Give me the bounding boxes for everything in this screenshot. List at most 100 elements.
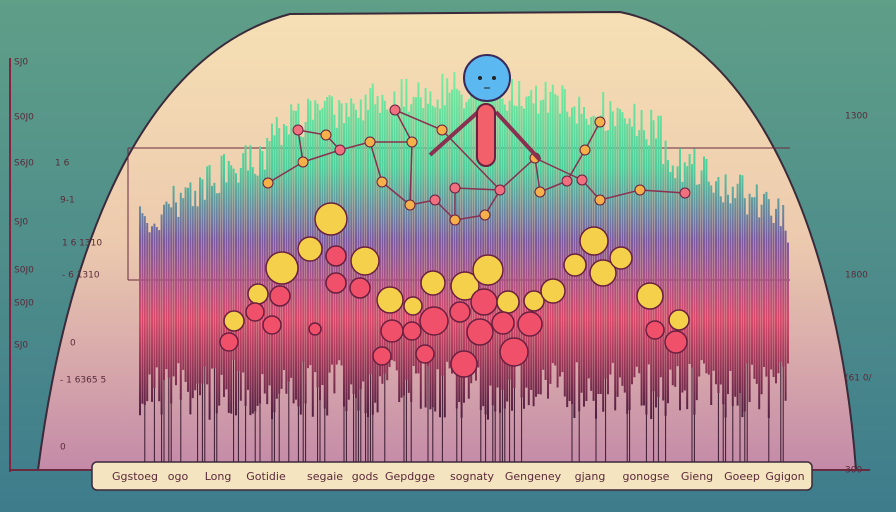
figure-eye — [478, 76, 482, 80]
link — [639, 189, 686, 194]
bottom-label: Gengeney — [505, 470, 562, 483]
link — [381, 181, 411, 206]
figure-eye — [492, 76, 496, 80]
bubble — [645, 320, 665, 340]
bottom-label: Ggigon — [765, 470, 804, 483]
node — [579, 144, 591, 156]
bubble — [380, 319, 404, 343]
link — [302, 149, 341, 163]
node — [436, 124, 448, 136]
bubble — [491, 311, 515, 335]
bubble — [403, 296, 423, 316]
node-network — [262, 104, 691, 226]
bubble — [376, 286, 404, 314]
inner-label: 1 6 — [55, 159, 70, 169]
right-label: 300 — [845, 466, 862, 476]
node — [494, 184, 506, 196]
bubble — [420, 270, 446, 296]
left-label: S6J0 — [14, 159, 34, 169]
bubble — [349, 277, 371, 299]
bottom-label: Ggstoeg — [112, 470, 158, 483]
bubble — [472, 254, 504, 286]
bubble — [269, 285, 291, 307]
node — [320, 129, 332, 141]
bubble — [308, 322, 322, 336]
bubble — [609, 246, 633, 270]
bubble — [247, 283, 269, 305]
node — [479, 209, 491, 221]
bottom-label: gjang — [575, 470, 606, 483]
bubble — [563, 253, 587, 277]
bubble — [579, 226, 609, 256]
bubble — [470, 288, 498, 316]
bubble — [540, 278, 566, 304]
link — [409, 141, 413, 206]
bubble — [402, 321, 422, 341]
link — [534, 157, 583, 181]
bubble — [450, 271, 480, 301]
link — [394, 109, 443, 131]
bottom-label: gods — [352, 470, 379, 483]
bubble — [265, 251, 299, 285]
bubble — [350, 246, 380, 276]
bubble — [450, 350, 478, 378]
bubble — [496, 290, 520, 314]
left-label: SJ0 — [14, 58, 28, 68]
bubble — [325, 245, 347, 267]
bubble — [523, 290, 545, 312]
node — [634, 184, 646, 196]
bubble — [517, 311, 543, 337]
link — [534, 157, 541, 193]
inner-label: - 1 6365 5 — [60, 376, 106, 386]
bottom-label: Gieng — [681, 470, 713, 483]
node — [449, 182, 461, 194]
labels: SJ0 S0J0 S6J0 SJ0 S0J0 S0J0 SJ0 1 6 9-1 1 6 1310 -… — [14, 58, 873, 484]
link — [499, 157, 536, 191]
bubbles — [219, 202, 690, 378]
figure — [428, 54, 542, 167]
figure-head — [463, 54, 511, 102]
node — [679, 187, 691, 199]
inner-label: 0 — [60, 443, 66, 453]
node — [406, 136, 418, 148]
bubble — [325, 272, 347, 294]
bubble — [415, 344, 435, 364]
bubble — [314, 202, 348, 236]
left-label: SJ0 — [14, 218, 28, 228]
left-label: S0J0 — [14, 299, 34, 309]
link — [566, 149, 586, 182]
inner-label: 9-1 — [60, 196, 75, 206]
bubble — [372, 346, 392, 366]
bubble — [664, 330, 688, 354]
bubble — [245, 302, 265, 322]
node — [429, 194, 441, 206]
bubble — [223, 310, 245, 332]
link — [599, 189, 641, 201]
node — [297, 156, 309, 168]
right-label: 1300 — [845, 112, 868, 122]
node — [449, 214, 461, 226]
node — [576, 174, 588, 186]
bubble — [449, 301, 471, 323]
inner-label: 1 6 1310 — [62, 239, 102, 249]
bubble — [262, 315, 282, 335]
left-label: S0J0 — [14, 266, 34, 276]
bottom-label: Goeep — [724, 470, 760, 483]
left-label: SJ0 — [14, 341, 28, 351]
node — [376, 176, 388, 188]
bottom-label: Gepdgge — [385, 470, 435, 483]
bottom-label: segaie — [307, 470, 343, 483]
right-label: 1800 — [845, 271, 868, 281]
node — [389, 104, 401, 116]
bubble — [589, 259, 617, 287]
link — [394, 109, 413, 143]
node — [364, 136, 376, 148]
bubble — [219, 332, 239, 352]
bottom-label: gonogse — [623, 470, 670, 483]
label-bar — [91, 461, 813, 491]
bottom-label: Long — [205, 470, 232, 483]
figure-arm — [494, 110, 542, 162]
bubble — [466, 318, 494, 346]
node — [561, 175, 573, 187]
